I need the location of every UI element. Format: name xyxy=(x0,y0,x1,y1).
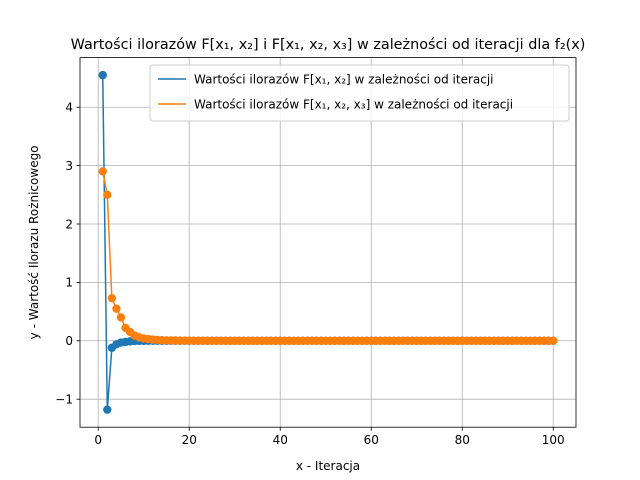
y-tick-label: 4 xyxy=(65,101,73,115)
axes-frame xyxy=(79,57,577,428)
series-2-point xyxy=(107,293,117,303)
legend-label-series-2: Wartości ilorazów F[x₁, x₂, x₃] w zależn… xyxy=(194,98,513,112)
series-2-point xyxy=(112,304,121,313)
series-layer xyxy=(98,70,558,414)
series-2 xyxy=(98,167,558,345)
x-axis-label: x - Iteracja xyxy=(296,459,360,473)
legend-label-series-1: Wartości ilorazów F[x₁, x₂] w zależności… xyxy=(194,73,494,87)
x-tick-label: 100 xyxy=(542,433,565,447)
series-2-point xyxy=(549,336,558,345)
x-tick-label: 40 xyxy=(273,433,288,447)
y-tick-label: 0 xyxy=(65,334,73,348)
legend: Wartości ilorazów F[x₁, x₂] w zależności… xyxy=(149,64,570,122)
x-tick-label: 80 xyxy=(455,433,470,447)
x-tick-label: 60 xyxy=(364,433,379,447)
chart-title: Wartości ilorazów F[x₁, x₂] i F[x₁, x₂, … xyxy=(71,37,586,53)
x-tick-label: 0 xyxy=(94,433,102,447)
y-tick-label: −1 xyxy=(55,392,73,406)
series-2-point xyxy=(98,167,107,176)
series-1-point xyxy=(103,405,112,414)
x-axis-ticks: 0 20 40 60 80 100 xyxy=(94,427,565,447)
legend-box xyxy=(149,64,570,122)
series-1-point xyxy=(98,70,107,80)
y-axis-label: y - Wartość Ilorazu Rożnicowego xyxy=(27,145,41,339)
series-2-point xyxy=(103,190,112,200)
y-tick-label: 3 xyxy=(65,159,73,173)
y-tick-label: 2 xyxy=(65,217,73,231)
y-tick-label: 1 xyxy=(65,276,73,290)
series-2-point xyxy=(116,313,126,322)
y-axis-ticks: −1 0 1 2 3 4 xyxy=(55,101,80,406)
x-tick-label: 20 xyxy=(182,433,197,447)
